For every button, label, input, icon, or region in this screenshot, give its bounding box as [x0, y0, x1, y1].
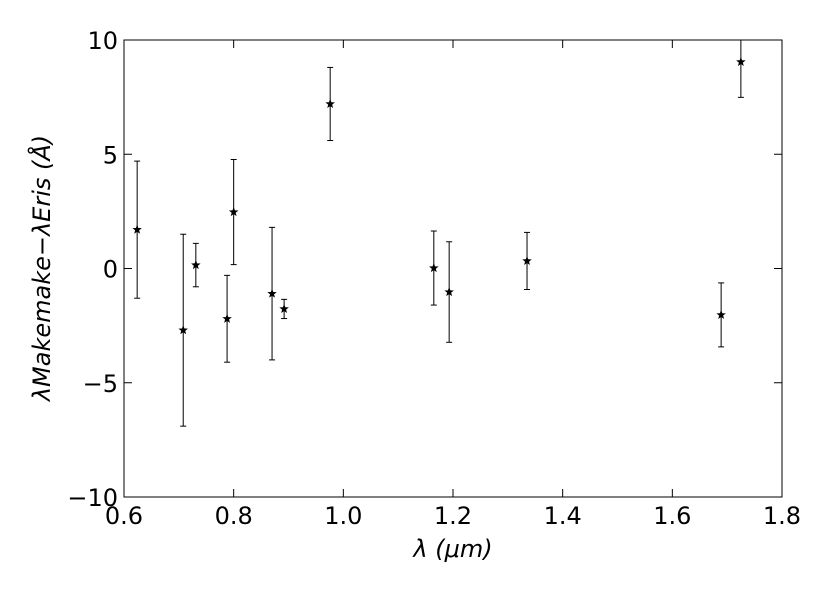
data-point	[444, 287, 454, 297]
x-tick-label: 1.4	[544, 502, 582, 530]
data-point	[222, 313, 232, 323]
x-tick-label: 1.8	[763, 502, 801, 530]
y-tick-label: −10	[67, 484, 118, 512]
y-tick-label: −5	[83, 370, 118, 398]
x-tick-label: 0.8	[215, 502, 253, 530]
data-point	[178, 325, 188, 335]
x-axis-label: λ (μm)	[411, 535, 492, 563]
data-point	[279, 303, 289, 313]
x-tick-label: 1.2	[434, 502, 472, 530]
y-tick-label: 10	[87, 27, 118, 55]
data-point	[429, 263, 439, 273]
x-tick-label: 0.6	[105, 502, 143, 530]
x-tick-label: 1.0	[324, 502, 362, 530]
plot-frame	[123, 39, 783, 498]
data-point	[191, 260, 201, 270]
data-point	[267, 288, 277, 298]
data-point	[716, 309, 726, 319]
data-point	[736, 56, 746, 66]
y-axis-label: λMakemake−λEris (Å)	[27, 135, 56, 403]
y-tick-label: 0	[103, 256, 118, 284]
x-tick-label: 1.6	[653, 502, 691, 530]
y-tick-label: 5	[103, 141, 118, 169]
data-point	[522, 255, 532, 265]
data-point	[325, 98, 335, 109]
data-point	[132, 224, 142, 234]
data-point	[228, 207, 239, 217]
